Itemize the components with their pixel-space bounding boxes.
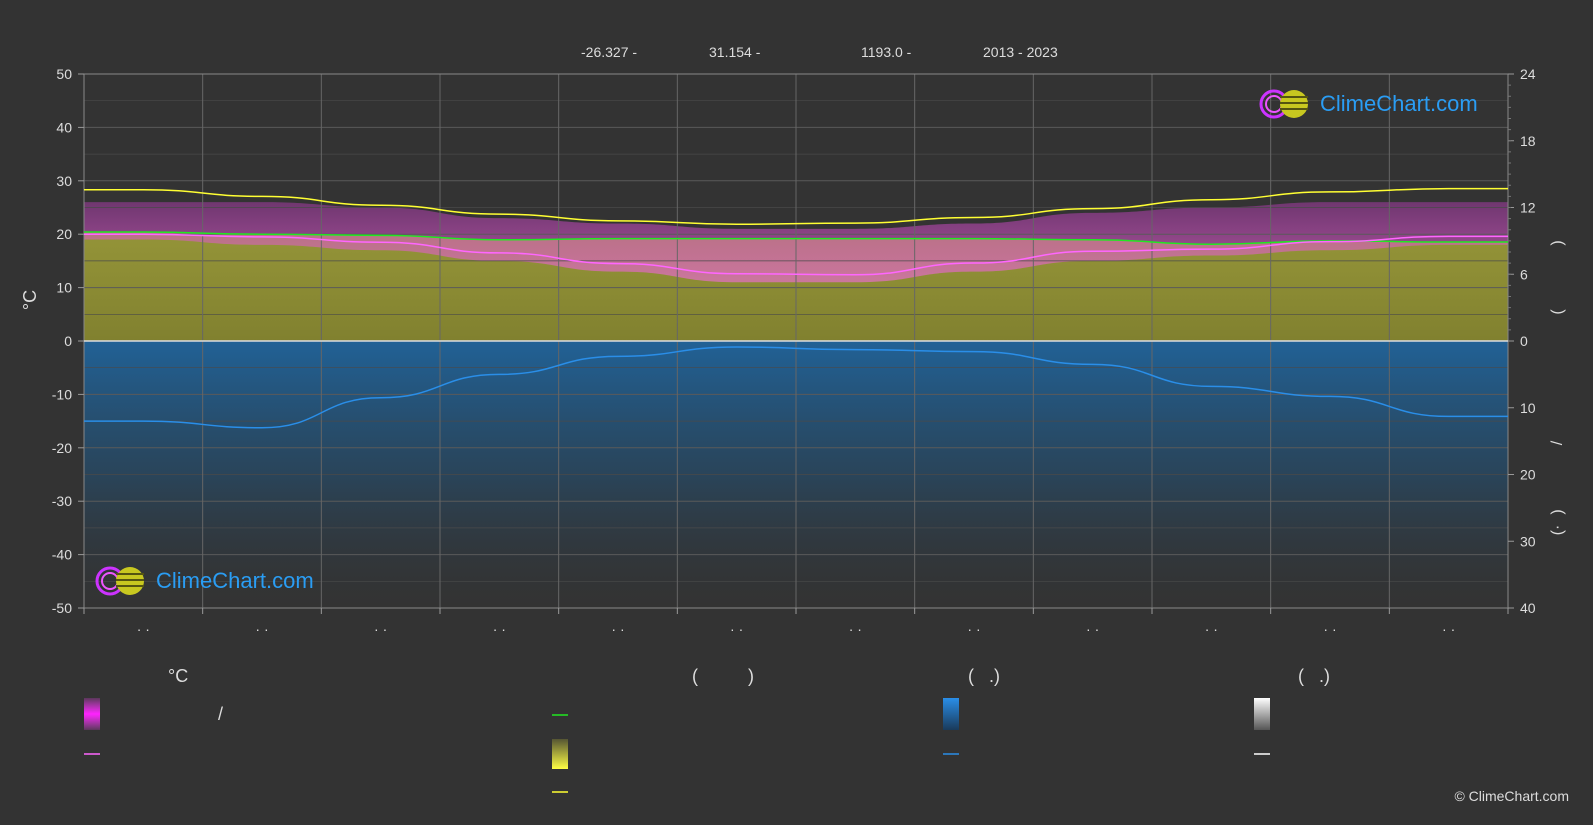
logo-text: ClimeChart.com [156, 568, 314, 593]
x-tick-label: · · [730, 621, 743, 637]
x-tick-label: · · [611, 621, 624, 637]
x-tick-label: · · [1205, 621, 1218, 637]
y-tick-right-bottom: 10 [1520, 400, 1536, 416]
x-tick-label: · · [1442, 621, 1455, 637]
ticks-layer: 50 40 30 20 10 0 -10 -20 -30 -40 -50 24 18 12 6 0 10 20 30… [20, 66, 1566, 637]
x-tick-label: · · [1323, 621, 1336, 637]
y-tick-left: 40 [56, 119, 72, 135]
year-range: 2013 - 2023 [983, 44, 1058, 60]
latitude: -26.327 - [581, 44, 638, 60]
y2-axis-label-part: ( [1549, 309, 1566, 315]
y-axis-label: °C [20, 290, 40, 310]
logo-icon [95, 566, 144, 596]
temp-range-swatch [84, 698, 100, 730]
y2-axis-label-part: ) [1549, 240, 1566, 245]
precip-line [84, 346, 1508, 429]
grid-layer [83, 73, 1509, 609]
mean_temp-line [84, 233, 1508, 276]
y-tick-left: 0 [64, 333, 72, 349]
y-tick-right-top: 24 [1520, 66, 1536, 82]
logo-bottom[interactable]: ClimeChart.com [94, 565, 314, 597]
y-tick-left: -50 [52, 600, 72, 616]
y-tick-left: -40 [52, 547, 72, 563]
y2-axis-label-part: ) [1549, 509, 1566, 514]
x-tick-label: · · [374, 621, 387, 637]
legend-snow-header: ( .) [1298, 666, 1330, 686]
y2-axis-label-part: / [1549, 440, 1566, 445]
y-tick-right-top: 0 [1520, 333, 1528, 349]
y-tick-right-top: 12 [1520, 200, 1536, 216]
precip-range-swatch [943, 698, 959, 730]
y-tick-right-bottom: 40 [1520, 600, 1536, 616]
legend-temp-header: °C [168, 666, 189, 686]
sunshine-line [84, 231, 1508, 245]
sunshine-range-swatch [552, 739, 568, 769]
legend-rain-header: ( .) [968, 666, 1000, 686]
y-tick-left: -10 [52, 386, 72, 402]
logo-top[interactable]: ClimeChart.com [1258, 88, 1478, 120]
y-tick-left: 10 [56, 280, 72, 296]
y-tick-left: 50 [56, 66, 72, 82]
longitude: 31.154 - [709, 44, 761, 60]
x-tick-label: · · [255, 621, 268, 637]
logo-text: ClimeChart.com [1320, 91, 1478, 116]
y2-axis-label-part: (· [1549, 525, 1566, 536]
legend-sun-header: ( ) [692, 666, 754, 686]
series-layer [84, 187, 1508, 429]
x-tick-label: · · [493, 621, 506, 637]
y-tick-left: -20 [52, 440, 72, 456]
snow-range-swatch [1254, 698, 1270, 730]
x-tick-label: · · [137, 621, 150, 637]
legend-temp-item: / [218, 704, 224, 724]
copyright: © ClimeChart.com [1454, 788, 1569, 804]
y-tick-right-top: 18 [1520, 133, 1536, 149]
y-tick-left: 30 [56, 173, 72, 189]
daylight-line [84, 187, 1508, 225]
y-tick-right-top: 6 [1520, 266, 1528, 282]
y-tick-right-bottom: 30 [1520, 533, 1536, 549]
y-tick-left: 20 [56, 226, 72, 242]
x-tick-label: · · [1086, 621, 1099, 637]
x-tick-label: · · [849, 621, 862, 637]
x-tick-label: · · [967, 621, 980, 637]
logo-icon [1259, 89, 1308, 119]
y-tick-right-bottom: 20 [1520, 467, 1536, 483]
y-tick-left: -30 [52, 493, 72, 509]
elevation: 1193.0 - [861, 44, 912, 60]
